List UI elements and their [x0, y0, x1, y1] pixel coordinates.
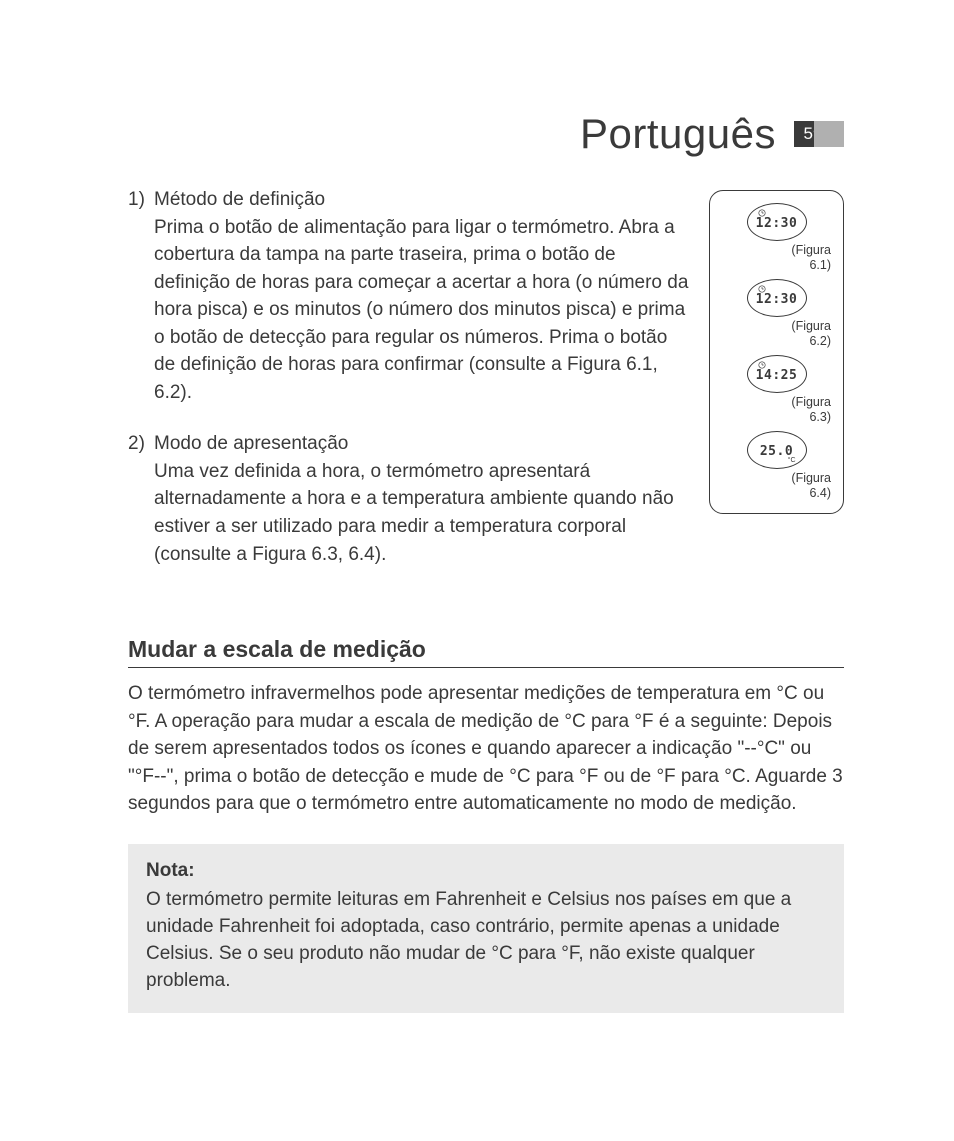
list-item-title: Método de definição: [154, 189, 325, 210]
figure-label: (Figura 6.1): [791, 243, 837, 273]
list-item-1: 1) Método de definição Prima o botão de …: [128, 186, 689, 406]
figure-label-line: 6.2): [809, 334, 831, 348]
section-heading: Mudar a escala de medição: [128, 636, 844, 668]
unit-label: °C: [788, 457, 796, 464]
list-item-2: 2) Modo de apresentação Uma vez definida…: [128, 430, 689, 568]
list-item-text: Prima o botão de alimentação para ligar …: [154, 217, 688, 403]
lcd-display: 14:25: [756, 368, 798, 383]
lcd-oval-3: 14:25: [747, 355, 807, 393]
note-title: Nota:: [146, 858, 826, 885]
page-number-group: 59: [794, 121, 844, 147]
list-body: Modo de apresentação Uma vez definida a …: [154, 430, 689, 568]
figure-label-line: (Figura: [791, 243, 831, 257]
list-number: 1): [128, 186, 154, 406]
lcd-oval-4: 25.0 °C: [747, 431, 807, 469]
language-title: Português: [580, 110, 776, 158]
section-body: O termómetro infravermelhos pode apresen…: [128, 680, 844, 818]
lcd-oval-2: 12:30: [747, 279, 807, 317]
figure-label-line: 6.1): [809, 258, 831, 272]
figure-label-line: 6.4): [809, 486, 831, 500]
page-header: Português 59: [128, 110, 844, 158]
text-column: 1) Método de definição Prima o botão de …: [128, 186, 689, 592]
lcd-display: 12:30: [756, 292, 798, 307]
figure-label-line: (Figura: [791, 395, 831, 409]
header-gray-bar: [814, 121, 844, 147]
lcd-display: 12:30: [756, 216, 798, 231]
note-box: Nota: O termómetro permite leituras em F…: [128, 844, 844, 1013]
list-item-title: Modo de apresentação: [154, 433, 348, 454]
figure-panel: 12:30 (Figura 6.1) 12:30 (Figura 6.2) 14…: [709, 190, 844, 514]
content-row: 1) Método de definição Prima o botão de …: [128, 186, 844, 592]
document-page: Português 59 1) Método de definição Prim…: [0, 0, 954, 1073]
lcd-oval-1: 12:30: [747, 203, 807, 241]
figure-label: (Figura 6.3): [791, 395, 837, 425]
list-item-text: Uma vez definida a hora, o termómetro ap…: [154, 461, 674, 565]
figure-label-line: 6.3): [809, 410, 831, 424]
note-body: O termómetro permite leituras em Fahrenh…: [146, 887, 826, 995]
list-number: 2): [128, 430, 154, 568]
figure-label: (Figura 6.4): [791, 471, 837, 501]
figure-label: (Figura 6.2): [791, 319, 837, 349]
list-body: Método de definição Prima o botão de ali…: [154, 186, 689, 406]
figure-label-line: (Figura: [791, 471, 831, 485]
figure-label-line: (Figura: [791, 319, 831, 333]
